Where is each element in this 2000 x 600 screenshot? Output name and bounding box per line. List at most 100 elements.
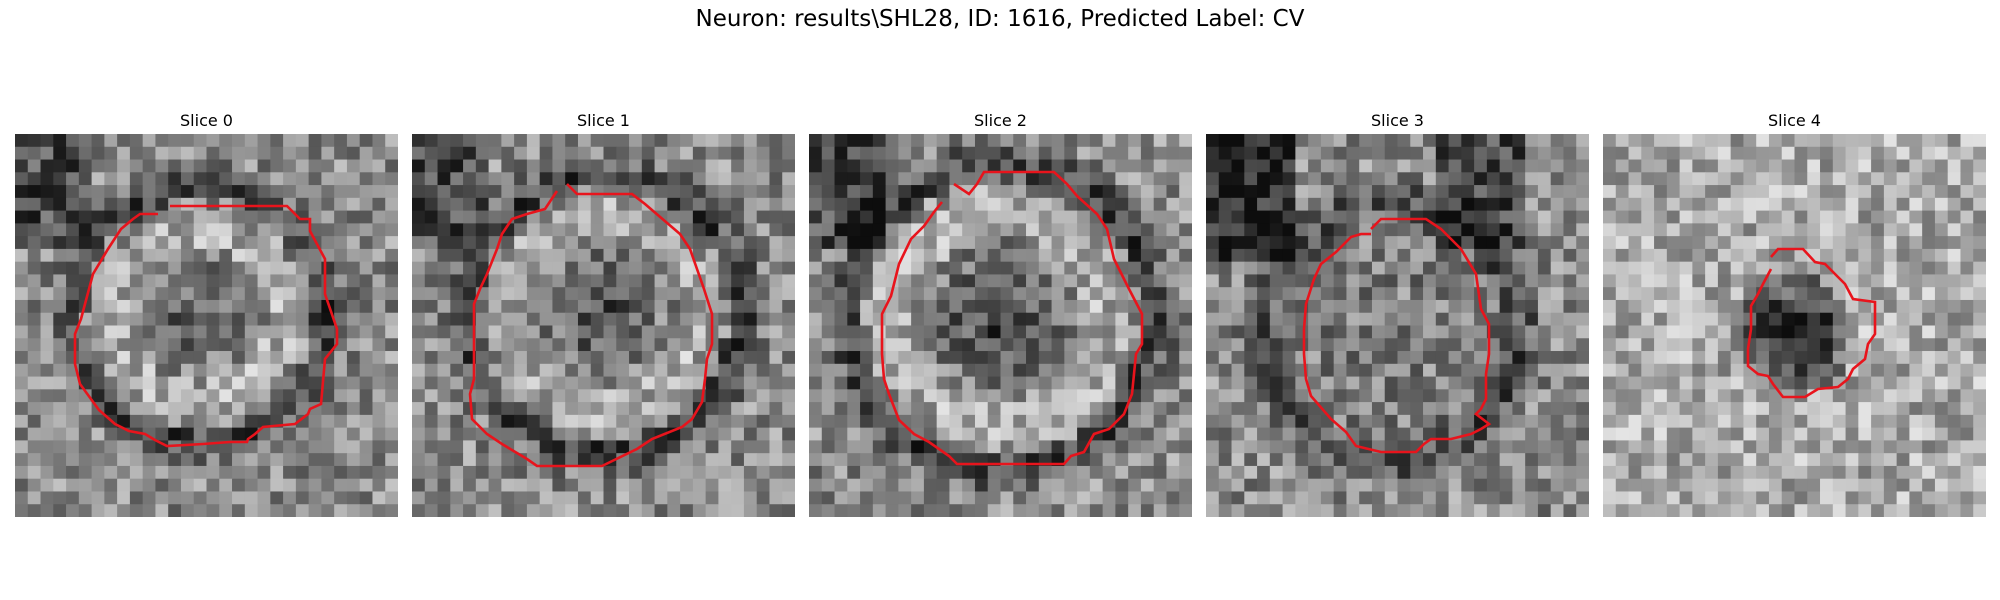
pixel-cell [257,312,271,326]
pixel-cell [1781,312,1795,326]
pixel-cell [1743,185,1757,199]
pixel-cell [1077,299,1091,314]
pixel-cell [1641,389,1655,403]
pixel-cell [1269,478,1283,492]
pixel-cell [321,210,335,224]
pixel-cell [1692,134,1706,148]
pixel-cell [1576,465,1589,480]
pixel-cell [1282,389,1296,403]
pixel-cell [359,172,373,186]
pixel-cell [1768,299,1783,314]
pixel-cell [1781,338,1795,352]
pixel-cell [1615,248,1629,263]
pixel-cell [552,134,566,148]
pixel-cell [936,402,950,416]
pixel-cell [295,504,310,517]
pixel-cell [1550,274,1564,288]
pixel-cell [193,146,207,160]
pixel-cell [1384,312,1398,326]
pixel-cell [232,299,246,314]
pixel-cell [1333,210,1347,224]
pixel-cell [1960,478,1974,492]
pixel-cell [1563,312,1577,326]
pixel-cell [1333,465,1347,480]
pixel-cell [577,274,592,288]
pixel-cell [911,351,925,365]
pixel-cell [155,248,169,263]
pixel-cell [1603,210,1617,224]
pixel-cell [1486,197,1501,211]
pixel-cell [219,185,233,199]
pixel-cell [117,312,131,326]
pixel-cell [295,134,310,148]
pixel-cell [117,351,131,365]
pixel-cell [1768,274,1783,288]
pixel-cell [372,312,386,326]
pixel-cell [219,491,233,505]
pixel-cell [1781,223,1795,237]
pixel-cell [743,440,758,454]
pixel-cell [1960,491,1974,505]
pixel-cell [1153,491,1167,505]
pixel-cell [1089,478,1104,492]
pixel-cell [1231,210,1245,224]
pixel-cell [1077,491,1091,505]
pixel-cell [1064,312,1078,326]
pixel-cell [295,402,310,416]
pixel-cell [1781,478,1795,492]
pixel-cell [437,465,451,480]
pixel-cell [1615,134,1629,148]
pixel-cell [180,274,195,288]
pixel-cell [1231,376,1245,390]
pixel-cell [809,236,823,250]
pixel-cell [1282,312,1296,326]
pixel-cell [1768,376,1783,390]
pixel-cell [53,363,67,377]
pixel-cell [1128,248,1142,263]
pixel-cell [142,363,156,377]
pixel-cell [514,325,528,339]
pixel-cell [680,261,694,275]
pixel-cell [104,287,118,301]
pixel-cell [53,351,67,365]
pixel-cell [1730,427,1744,441]
pixel-cell [1282,236,1296,250]
pixel-cell [1807,159,1821,173]
pixel-cell [450,351,464,365]
pixel-cell [949,159,963,173]
pixel-cell [463,159,477,173]
pixel-cell [1320,197,1335,211]
pixel-cell [1115,210,1129,224]
pixel-cell [244,197,258,211]
pixel-cell [860,453,874,467]
pixel-cell [1206,453,1220,467]
pixel-cell [283,440,297,454]
pixel-cell [705,453,719,467]
pixel-cell [1563,478,1577,492]
pixel-cell [654,440,668,454]
pixel-cell [1257,440,1271,454]
pixel-cell [1435,312,1449,326]
pixel-cell [936,363,950,377]
pixel-cell [1858,325,1872,339]
pixel-cell [1730,312,1744,326]
pixel-cell [987,376,1001,390]
pixel-cell [412,134,426,148]
pixel-cell [91,223,105,237]
pixel-cell [1666,338,1680,352]
pixel-cell [1576,491,1589,505]
pixel-cell [1257,134,1271,148]
pixel-cell [590,338,604,352]
pixel-cell [257,248,271,263]
pixel-cell [565,146,579,160]
pixel-cell [412,427,426,441]
pixel-cell [1973,414,1986,429]
pixel-cell [821,491,835,505]
pixel-cell [577,465,592,480]
pixel-cell [1922,453,1936,467]
pixel-cell [1525,402,1539,416]
pixel-cell [974,440,989,454]
pixel-cell [1218,351,1232,365]
pixel-cell [782,478,795,492]
pixel-cell [1871,402,1885,416]
